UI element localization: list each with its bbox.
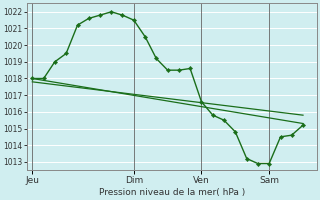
X-axis label: Pression niveau de la mer( hPa ): Pression niveau de la mer( hPa ) [99,188,245,197]
